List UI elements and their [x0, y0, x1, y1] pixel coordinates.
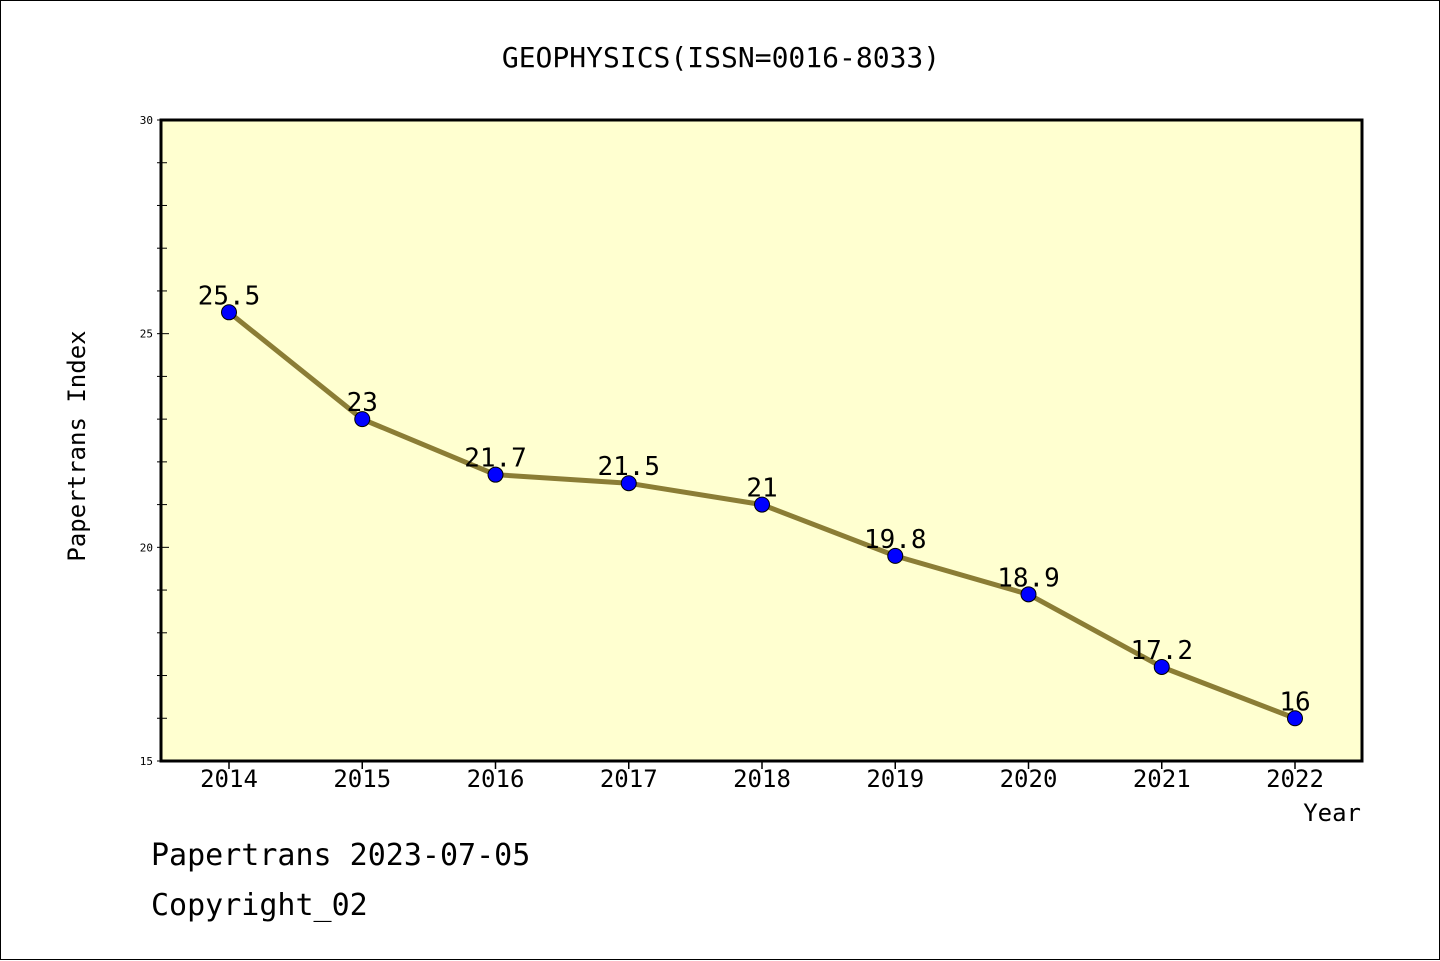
x-tick-label: 2018 [733, 765, 791, 793]
data-label: 21 [746, 474, 777, 504]
data-points [221, 304, 1303, 727]
x-tick-label: 2022 [1266, 765, 1324, 793]
y-tick-label: 15 [140, 755, 153, 768]
x-axis-ticks: 2014 2015 2016 2017 2018 2019 2020 2021 2022 [200, 761, 1324, 793]
data-point [354, 411, 371, 428]
data-label: 18.9 [997, 563, 1060, 593]
x-tick-label: 2016 [467, 765, 525, 793]
data-label: 16 [1279, 687, 1310, 717]
data-point [487, 466, 504, 483]
data-point [221, 304, 237, 321]
y-tick-label: 30 [140, 114, 153, 127]
data-point [1287, 710, 1303, 727]
x-tick-label: 2014 [200, 765, 258, 793]
y-axis-ticks: 15 20 25 30 [140, 114, 169, 768]
x-tick-label: 2017 [600, 765, 658, 793]
footer-copyright: Copyright_02 [151, 888, 368, 923]
footer-date: Papertrans 2023-07-05 [151, 838, 530, 873]
chart-title: GEOPHYSICS(ISSN=0016-8033) [502, 41, 940, 74]
data-label: 19.8 [864, 525, 927, 555]
data-label: 23 [347, 388, 378, 418]
data-point [1020, 586, 1037, 603]
data-label: 21.7 [464, 444, 527, 474]
x-tick-label: 2020 [1000, 765, 1058, 793]
y-tick-label: 25 [140, 328, 153, 341]
y-tick-label: 20 [140, 541, 153, 554]
x-tick-label: 2015 [333, 765, 391, 793]
data-label: 25.5 [198, 281, 261, 311]
data-point [754, 496, 770, 513]
data-labels: 25.5 23 21.7 21.5 21 19.8 18.9 17.2 16 [198, 281, 1311, 717]
data-label: 17.2 [1130, 636, 1193, 666]
y-axis-label: Papertrans Index [63, 330, 91, 561]
data-point [1153, 658, 1170, 675]
x-tick-label: 2019 [866, 765, 924, 793]
x-tick-label: 2021 [1133, 765, 1191, 793]
data-point [887, 547, 904, 564]
plot-area [159, 118, 1364, 763]
data-point [620, 475, 637, 492]
data-label: 21.5 [597, 452, 660, 482]
x-axis-label: Year [1303, 799, 1361, 827]
